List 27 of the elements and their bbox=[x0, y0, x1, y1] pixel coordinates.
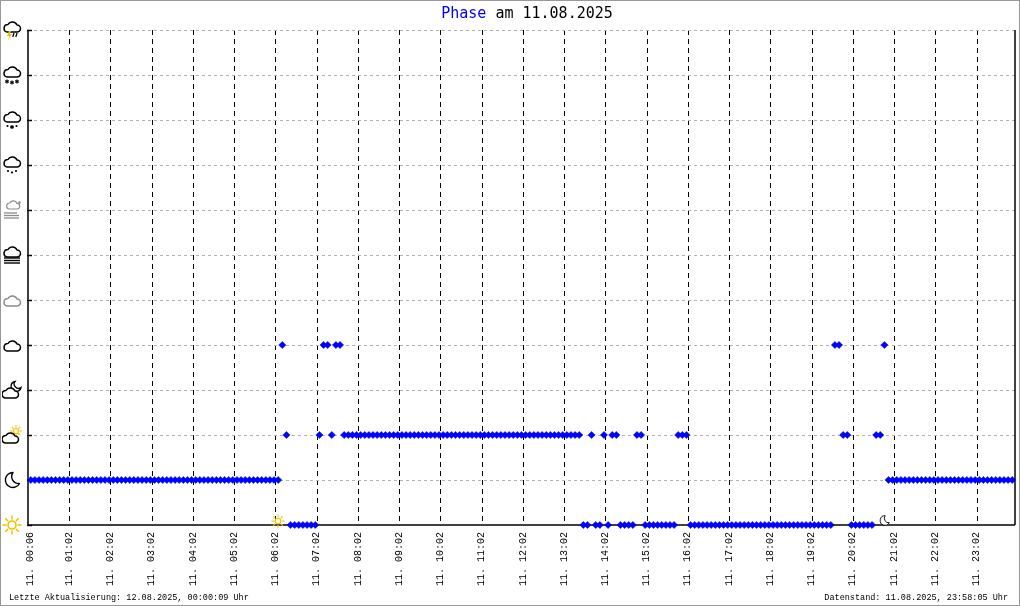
x-tick-label: 11. 19:02 bbox=[806, 532, 818, 587]
text: Letzte Aktualisierung: 12.08.2025, 00:00:09 Uhr bbox=[9, 593, 249, 604]
x-tick-label: 11. 15:02 bbox=[641, 532, 653, 587]
x-tick-label: 11. 21:02 bbox=[888, 532, 900, 587]
x-tick-label: 11. 16:02 bbox=[682, 532, 694, 587]
x-tick-label: 11. 06:02 bbox=[270, 532, 282, 587]
x-tick-label: 11. 13:02 bbox=[558, 532, 570, 587]
x-tick-label: 11. 07:02 bbox=[311, 532, 323, 587]
x-tick-label: 11. 09:02 bbox=[393, 532, 405, 587]
x-tick-label: 11. 10:02 bbox=[435, 532, 447, 587]
x-tick-label: 11. 14:02 bbox=[599, 532, 611, 587]
x-tick-label: 11. 20:02 bbox=[847, 532, 859, 587]
x-tick-label: 11. 02:02 bbox=[105, 532, 117, 587]
x-tick-label: 11. 12:02 bbox=[517, 532, 529, 587]
x-tick-label: 11. 18:02 bbox=[764, 532, 776, 587]
x-tick-label: 11. 23:02 bbox=[971, 532, 983, 587]
text: Datenstand: 11.08.2025, 23:58:05 Uhr bbox=[824, 593, 1008, 604]
x-tick-label: 11. 11:02 bbox=[476, 532, 488, 587]
x-tick-label: 11. 04:02 bbox=[187, 532, 199, 587]
x-tick-label: 11. 05:02 bbox=[228, 532, 240, 587]
x-tick-label: 11. 17:02 bbox=[723, 532, 735, 587]
chart-title: Phase am 11.08.2025 bbox=[440, 4, 614, 22]
x-tick-label: 11. 08:02 bbox=[352, 532, 364, 587]
x-tick-label: 11. 03:02 bbox=[146, 532, 158, 587]
x-tick-label: 11. 22:02 bbox=[929, 532, 941, 587]
x-tick-label: 11. 01:02 bbox=[63, 532, 75, 587]
x-tick-label: 11. 00:06 bbox=[25, 532, 37, 587]
